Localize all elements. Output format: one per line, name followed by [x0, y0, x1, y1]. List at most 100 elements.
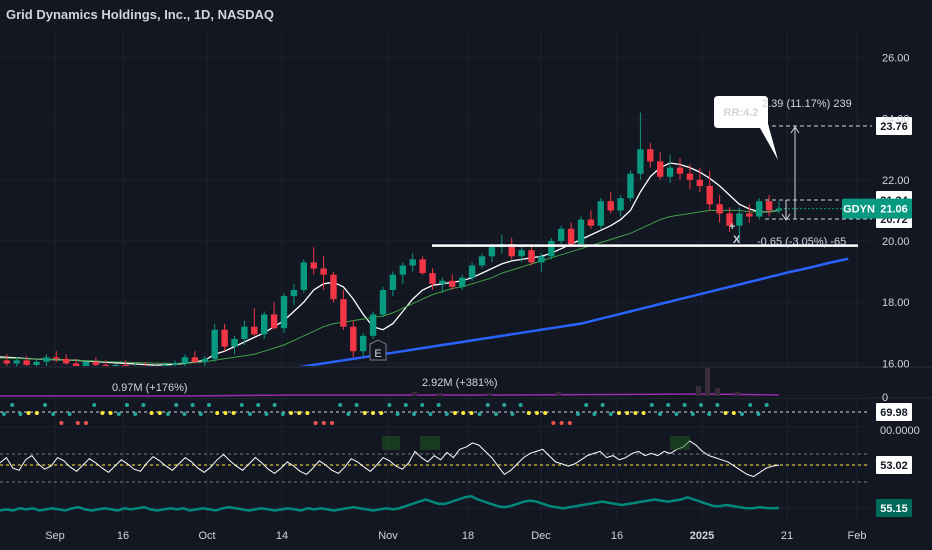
symbol-tag — [842, 198, 876, 219]
signal-dot — [84, 421, 88, 425]
signal-dot — [403, 403, 408, 407]
signal-dot — [264, 412, 269, 416]
signal-dot — [149, 411, 154, 415]
signal-dot — [740, 412, 744, 416]
signal-dot — [510, 412, 515, 416]
signal-dot — [100, 411, 105, 415]
candle-body — [538, 256, 545, 263]
candle-body — [72, 363, 80, 366]
signal-dot — [116, 412, 121, 416]
candle-body — [696, 179, 703, 186]
volume-bar — [705, 368, 710, 396]
signal-dot — [239, 403, 244, 407]
level-tag-label: 23.76 — [880, 121, 908, 133]
volume-bar — [412, 392, 417, 396]
signal-dot — [600, 403, 605, 407]
candle-body — [102, 364, 109, 366]
bottom-oscillator-pane — [0, 494, 780, 512]
candle-body — [518, 250, 525, 257]
rr-bubble-label: RR:4.2 — [724, 107, 759, 119]
volume-bar — [437, 393, 442, 396]
signal-dot — [617, 411, 621, 415]
candle-body — [360, 335, 367, 352]
oscillator-line — [0, 440, 780, 478]
time-tick-label: 18 — [462, 530, 474, 542]
price-tick-label: 18.00 — [882, 297, 910, 309]
candle-body — [488, 247, 496, 257]
candle-body — [389, 274, 397, 290]
candle-body — [439, 280, 446, 284]
volume-bar — [556, 392, 561, 396]
signal-dot — [764, 403, 769, 407]
osc-scale-label: 00.0000 — [880, 425, 920, 437]
candle-body — [765, 201, 773, 211]
signal-dot — [592, 412, 597, 416]
candle-body — [567, 228, 575, 245]
candle-body — [23, 360, 30, 365]
candle-body — [270, 314, 278, 329]
volume-bar — [715, 388, 720, 396]
candle-body — [577, 219, 585, 245]
signal-dot — [2, 412, 6, 416]
last-price-label: 21.06 — [880, 204, 908, 216]
overbought-fill — [670, 436, 690, 450]
time-tick-label: Feb — [848, 530, 867, 542]
candle-body — [597, 201, 604, 226]
bottom-oscillator-line — [0, 494, 780, 512]
candle-body — [171, 363, 179, 365]
bottom-value-tag — [876, 499, 912, 517]
signal-dot — [18, 412, 23, 416]
signal-dot — [371, 411, 375, 415]
target-arrow-head — [790, 126, 800, 134]
signal-dot — [518, 403, 523, 407]
last-price-tag — [876, 198, 912, 219]
chart-title: Grid Dynamics Holdings, Inc., 1D, NASDAQ — [6, 7, 274, 22]
signal-dot — [289, 411, 293, 415]
signal-dot — [756, 412, 761, 416]
signal-dot — [444, 412, 449, 416]
signal-dot — [576, 412, 580, 416]
signal-dot — [43, 403, 47, 407]
dots-value-label: 69.98 — [880, 407, 908, 419]
candle-body — [82, 361, 90, 366]
signal-dot — [75, 421, 80, 425]
stop-arrow-head — [781, 213, 791, 221]
signal-dot — [641, 411, 646, 415]
price-tick-label: 22.00 — [882, 175, 910, 187]
signal-dot — [567, 421, 572, 425]
signal-dot — [502, 403, 507, 407]
candle-body — [261, 314, 268, 335]
candle-body — [63, 358, 70, 364]
annotations: RR:4.22.39 (11.17%) 239 -0.65 (-3.05%) -6… — [369, 96, 852, 361]
candle-body — [181, 357, 189, 364]
earnings-marker — [369, 339, 387, 361]
signal-dot — [649, 403, 654, 407]
candle-body — [666, 167, 674, 177]
osc-value-label: 53.02 — [880, 460, 908, 472]
price-axis: 23.7621.3420.7226.0024.0022.0020.0018.00… — [842, 52, 920, 517]
candle-body — [369, 314, 377, 336]
candle-body — [320, 268, 327, 275]
signal-dot — [526, 411, 531, 415]
candle-body — [33, 361, 40, 365]
time-tick-label: 2025 — [690, 530, 714, 542]
volume-bar — [735, 392, 740, 396]
signal-dot — [723, 411, 728, 415]
candle-body — [330, 274, 337, 300]
candle-body — [310, 262, 317, 269]
signal-dot — [494, 412, 498, 416]
candle-body — [657, 161, 664, 177]
time-tick-label: Sep — [45, 530, 65, 542]
signal-dot — [59, 421, 64, 425]
ma-line-fast — [0, 162, 780, 366]
candle-body — [459, 277, 466, 287]
candle-body — [3, 360, 10, 364]
candle-body — [290, 289, 298, 297]
candle-body — [379, 289, 387, 315]
signal-dot — [682, 403, 687, 407]
signal-dot — [231, 411, 236, 415]
candle-body — [122, 364, 129, 366]
osc-value-tag — [876, 456, 912, 474]
signal-dot — [387, 403, 392, 407]
